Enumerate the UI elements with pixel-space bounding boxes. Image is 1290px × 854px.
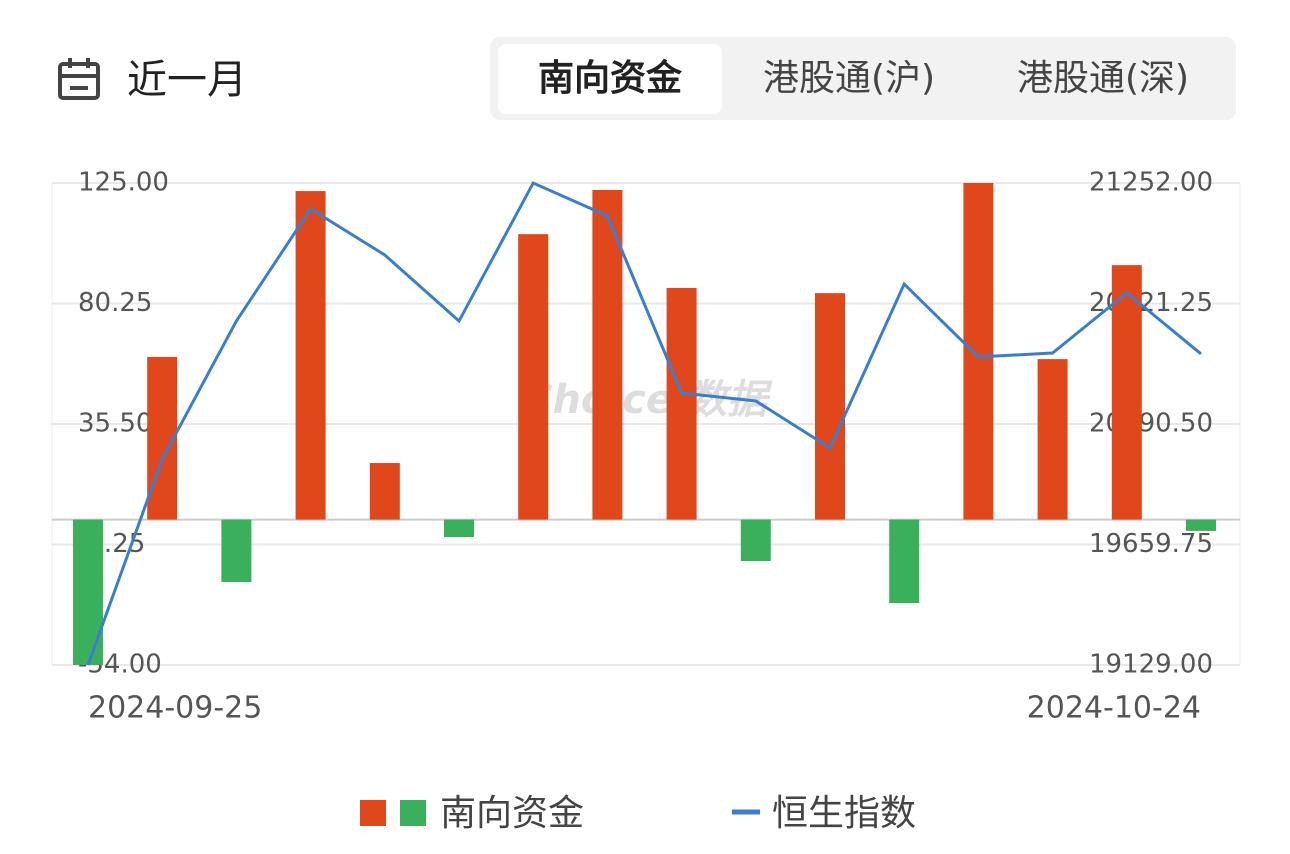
bar xyxy=(221,519,252,583)
legend-label: 恒生指数 xyxy=(772,793,916,834)
x-tick-label: 2024-09-25 xyxy=(88,691,262,726)
bar xyxy=(666,288,697,520)
legend-label: 南向资金 xyxy=(440,793,584,834)
x-tick-label: 2024-10-24 xyxy=(1027,691,1201,726)
bar xyxy=(1037,359,1068,520)
y2-tick-label: 19129.00 xyxy=(1089,650,1213,680)
bar xyxy=(73,519,103,665)
y-tick-label: 125.00 xyxy=(78,168,169,198)
bar xyxy=(1111,265,1142,520)
tab[interactable]: 南向资金 xyxy=(538,57,683,99)
bar xyxy=(815,293,845,520)
bar xyxy=(889,519,920,604)
period-label[interactable]: 近一月 xyxy=(127,57,247,103)
y2-tick-label: 19659.75 xyxy=(1089,529,1213,559)
bar xyxy=(1186,519,1216,531)
bar xyxy=(295,191,326,520)
y2-tick-label: 20190.50 xyxy=(1089,409,1213,439)
y2-tick-label: 21252.00 xyxy=(1089,168,1213,198)
bar xyxy=(444,519,474,538)
y-tick-label: 80.25 xyxy=(78,288,152,318)
tab[interactable]: 港股通(沪) xyxy=(763,58,935,99)
line xyxy=(86,181,1202,666)
tab[interactable]: 港股通(深) xyxy=(1017,58,1189,99)
bar xyxy=(592,190,623,520)
bar xyxy=(518,234,549,520)
legend-swatch xyxy=(400,800,426,826)
y-tick-label: 35.50 xyxy=(78,409,152,439)
watermark: Choice 数据 xyxy=(523,377,773,423)
legend-swatch xyxy=(360,800,386,826)
active-tab xyxy=(498,44,722,114)
bar xyxy=(369,463,400,520)
calendar-icon xyxy=(58,58,100,100)
bar xyxy=(740,519,771,562)
bar xyxy=(963,183,994,520)
